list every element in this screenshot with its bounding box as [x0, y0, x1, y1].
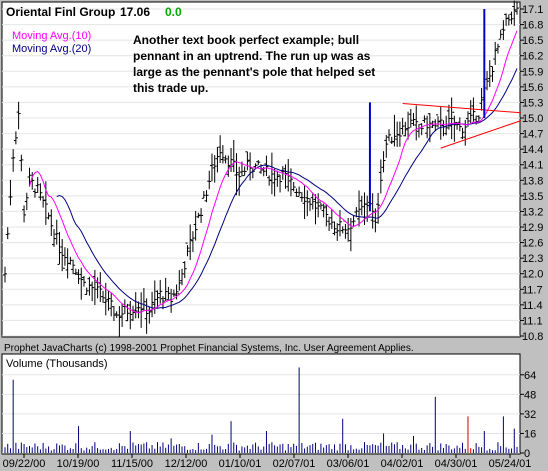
price-tick-label: 16.5: [522, 35, 543, 47]
volume-panel: [1, 353, 521, 455]
price-tick-label: 10.8: [522, 331, 543, 343]
price-tick-label: 15.0: [522, 113, 543, 125]
price-tick-label: 15.9: [522, 66, 543, 78]
volume-tick-label: 48: [524, 389, 536, 401]
price-tick-label: 12.6: [522, 238, 543, 250]
price-tick-label: 12.3: [522, 253, 543, 265]
volume-title-bg: [4, 356, 104, 370]
date-tick-label: 09/22/00: [3, 458, 46, 470]
date-tick-label: 01/10/01: [219, 458, 262, 470]
legend-ma10: Moving Avg.(10): [12, 30, 91, 42]
price-tick-label: 11.1: [522, 315, 543, 327]
price-tick-label: 11.4: [522, 300, 543, 312]
copyright-text[interactable]: Prophet JavaCharts (c) 1998-2001 Prophet…: [4, 343, 414, 354]
price-change: 0.0: [165, 5, 182, 19]
volume-axis: 0 16 32 48 64: [520, 370, 536, 460]
price-axis: 10.8 11.1 11.4 11.7 12.0 12.3 12.6 12.9 13.2 13.5…: [520, 4, 543, 343]
price-tick-label: 12.9: [522, 222, 543, 234]
pole-lines: [368, 9, 486, 212]
volume-tick-label: 0: [524, 448, 530, 460]
volume-tick-label: 64: [524, 370, 536, 382]
price-tick-label: 13.5: [522, 191, 543, 203]
price-tick-label: 16.8: [522, 20, 543, 32]
date-tick-label: 04/30/01: [435, 458, 478, 470]
price-tick-label: 11.7: [522, 284, 543, 296]
pennant-lower-line: [440, 120, 522, 149]
price-tick-label: 13.8: [522, 175, 543, 187]
date-tick-label: 12/12/00: [165, 458, 208, 470]
volume-grid: [2, 374, 520, 454]
date-tick-label: 04/02/01: [381, 458, 424, 470]
volume-tick-label: 32: [524, 409, 536, 421]
price-tick-label: 16.2: [522, 51, 543, 63]
date-tick-label: 11/15/00: [111, 458, 153, 470]
volume-title: Volume (Thousands): [6, 358, 108, 370]
annotation-box: Another text book perfect example; bull …: [133, 33, 376, 95]
legend-ma20: Moving Avg.(20): [12, 43, 91, 55]
annotation-text: Another text book perfect example; bull …: [133, 33, 376, 95]
pennant-upper-line: [402, 102, 522, 114]
price-tick-label: 14.1: [522, 160, 543, 172]
ma20-line: [56, 68, 518, 309]
price-tick-label: 12.0: [522, 269, 543, 281]
date-tick-label: 03/06/01: [327, 458, 370, 470]
price-tick-label: 15.3: [522, 97, 543, 109]
volume-tick-label: 16: [524, 428, 536, 440]
date-axis: 09/22/00 10/19/00 11/15/00 12/12/00 01/10/01…: [3, 454, 532, 470]
price-tick-label: 17.1: [522, 4, 543, 16]
price-tick-label: 13.2: [522, 206, 543, 218]
ma10-line: [29, 30, 518, 314]
last-price: 17.06: [120, 5, 150, 19]
price-grid: [2, 8, 520, 337]
price-tick-label: 15.6: [522, 82, 543, 94]
date-tick-label: 10/19/00: [57, 458, 100, 470]
price-tick-label: 14.4: [522, 144, 543, 156]
volume-bars: [4, 367, 518, 453]
date-tick-label: 05/24/01: [489, 458, 532, 470]
pennant-lines: [402, 102, 522, 149]
date-tick-label: 02/07/01: [273, 458, 316, 470]
price-tick-label: 14.7: [522, 129, 543, 141]
symbol-title: Oriental Finl Group: [6, 5, 115, 19]
